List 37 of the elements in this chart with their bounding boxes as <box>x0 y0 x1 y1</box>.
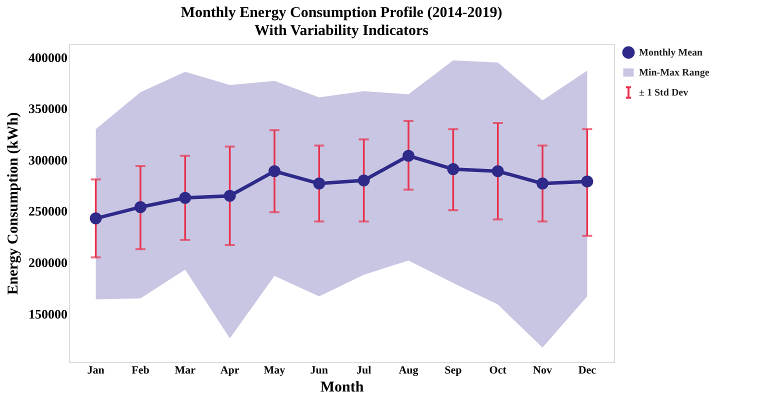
point <box>402 150 414 162</box>
x-tick-label: Jun <box>310 364 328 376</box>
y-tick-label: 400000 <box>28 50 68 65</box>
y-tick-label: 350000 <box>28 101 68 116</box>
point <box>447 163 460 176</box>
x-tick-label: Feb <box>132 364 150 376</box>
x-tick-label: Nov <box>533 364 552 376</box>
point <box>581 175 594 188</box>
y-tick-label: 250000 <box>28 204 68 219</box>
x-tick-label: Jul <box>356 364 372 376</box>
text: ± 1 Std Dev <box>639 88 688 98</box>
y-tick-label: 300000 <box>28 152 68 168</box>
y-tick-label: 150000 <box>28 306 68 322</box>
x-tick-label: May <box>264 364 286 376</box>
point <box>268 165 280 178</box>
point <box>179 192 192 204</box>
x-tick-label: Dec <box>578 364 596 376</box>
chart-title: Monthly Energy Consumption Profile (2014-2019) <box>180 5 502 21</box>
chart-subtitle: With Variability Indicators <box>254 23 429 39</box>
x-tick-label: Apr <box>220 364 240 376</box>
x-tick-label: Mar <box>174 364 196 376</box>
point <box>134 201 146 214</box>
x-tick-label: Jan <box>87 364 104 376</box>
x-axis-title: Month <box>320 380 364 396</box>
point <box>358 174 370 186</box>
point <box>90 212 102 224</box>
point <box>492 165 504 178</box>
x-tick-label: Aug <box>398 364 419 376</box>
x-tick-label: Oct <box>489 364 507 376</box>
x-tick-label: Sep <box>444 364 462 376</box>
legend-label: Monthly Mean <box>639 48 704 58</box>
point <box>224 190 236 202</box>
y-tick-label: 200000 <box>28 254 68 270</box>
y-axis-title: Energy Consumption (kWh) <box>6 112 22 295</box>
point <box>313 178 326 190</box>
text: Min-Max Range <box>639 68 710 78</box>
point <box>536 178 548 190</box>
